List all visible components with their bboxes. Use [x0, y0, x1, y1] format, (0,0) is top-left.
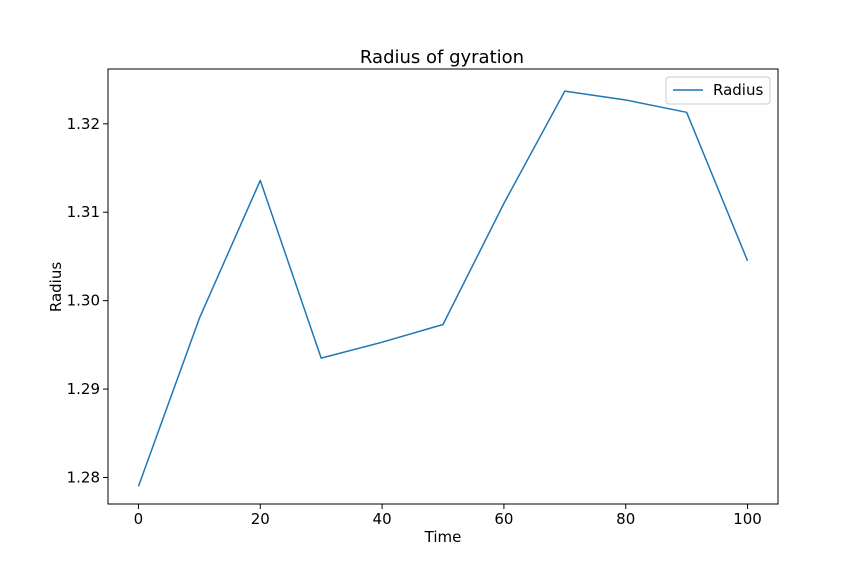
chart-title: Radius of gyration [360, 47, 524, 68]
x-tick-label: 40 [373, 510, 392, 528]
y-tick-label: 1.30 [67, 292, 100, 310]
x-axis-label: Time [424, 528, 462, 546]
x-tick-label: 20 [251, 510, 270, 528]
y-tick-label: 1.31 [67, 203, 100, 221]
legend: Radius [666, 77, 770, 104]
legend-label-radius: Radius [713, 81, 763, 99]
x-tick-label: 0 [134, 510, 144, 528]
y-tick-label: 1.29 [67, 380, 100, 398]
y-tick-label: 1.32 [67, 115, 100, 133]
y-tick-label: 1.28 [67, 468, 100, 486]
x-tick-label: 60 [494, 510, 513, 528]
x-tick-label: 100 [733, 510, 762, 528]
x-tick-label: 80 [616, 510, 635, 528]
y-axis-label: Radius [47, 262, 65, 312]
